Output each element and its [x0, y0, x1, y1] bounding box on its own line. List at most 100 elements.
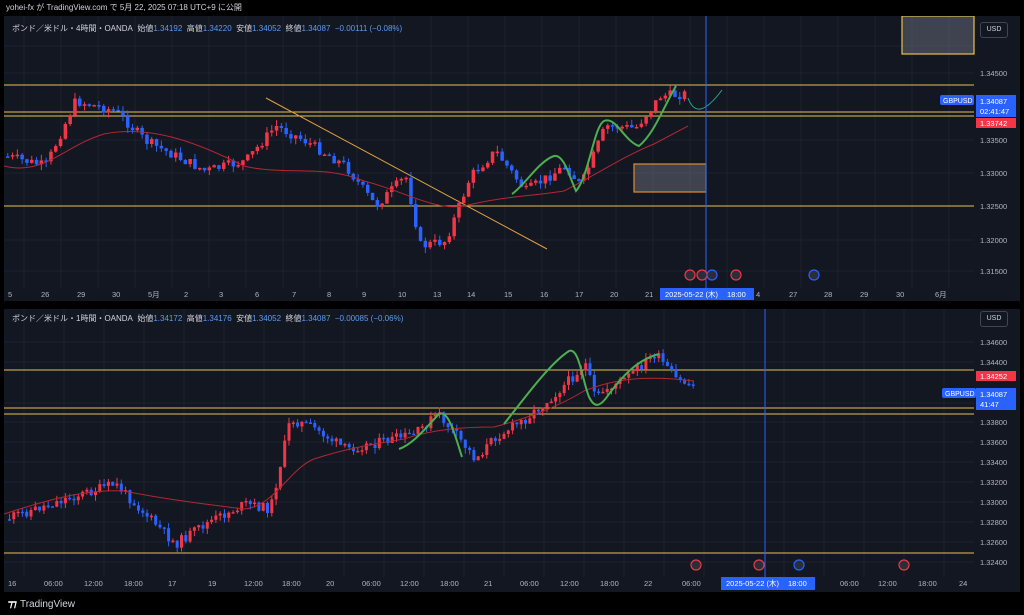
time-axis-label: 06:00	[362, 579, 381, 588]
candle-body	[218, 513, 222, 516]
candle-body	[605, 388, 609, 392]
candle-body	[572, 175, 576, 180]
time-axis-label: 06:00	[520, 579, 539, 588]
candle-body	[180, 535, 183, 548]
candle-body	[326, 436, 330, 439]
candle-body	[250, 151, 255, 155]
candle-body	[412, 433, 416, 436]
candle-body	[15, 154, 20, 157]
candle-body	[481, 455, 484, 457]
legend-symbol: ポンド／米ドル・1時間・OANDA	[12, 314, 133, 323]
candle-body	[94, 491, 97, 496]
footer: ⁊⁊ TradingView	[0, 594, 1024, 615]
time-axis-label: 17	[575, 290, 583, 299]
candle-body	[207, 167, 212, 171]
candle-body	[346, 162, 351, 174]
last-price: 1.34087	[980, 390, 1007, 399]
candle-body	[493, 438, 497, 441]
tradingview-logo-icon: ⁊⁊	[8, 599, 17, 610]
price-axis-label: 1.32400	[980, 558, 1007, 567]
candle-body	[164, 148, 168, 151]
time-axis-label: 2	[184, 290, 188, 299]
candle-body	[438, 239, 442, 246]
candle-body	[515, 422, 519, 425]
candle-body	[121, 110, 125, 116]
candle-body	[10, 155, 15, 157]
time-axis-label: 27	[789, 290, 797, 299]
time-axis-label: 5月	[148, 290, 160, 299]
time-axis-label: 9	[362, 290, 366, 299]
candle-body	[442, 242, 447, 246]
candle-body	[16, 511, 20, 514]
candle-body	[82, 104, 87, 106]
legend-high-label: 高値	[186, 24, 203, 33]
candle-body	[553, 173, 557, 181]
chart-4h-pane[interactable]: 1.34500 1.33500 1.33000 1.32500 1.32000 1.315…	[4, 16, 1020, 301]
pane-separator[interactable]	[0, 301, 1024, 309]
time-axis-label: 10	[398, 290, 406, 299]
legend-close: 1.34087	[301, 24, 331, 33]
legend-change: −0.00085 (−0.06%)	[334, 314, 404, 323]
candle-body	[327, 154, 332, 157]
candle-body	[154, 515, 158, 525]
candle-body	[33, 506, 37, 511]
candle-body	[500, 151, 504, 161]
candle-body	[571, 376, 575, 382]
chart-4h-canvas[interactable]: 1.34500 1.33500 1.33000 1.32500 1.32000 1.315…	[4, 16, 1020, 301]
candle-body	[597, 391, 601, 393]
candle-body	[214, 515, 218, 520]
candle-body	[205, 522, 209, 529]
candle-body	[227, 512, 231, 518]
time-axis-label: 26	[41, 290, 49, 299]
candle-body	[25, 159, 29, 163]
candle-body	[235, 510, 239, 513]
candle-body	[111, 109, 116, 111]
currency-button[interactable]: USD	[980, 311, 1008, 327]
candle-body	[51, 506, 54, 508]
us-flag-icon	[793, 559, 805, 571]
candle-body	[670, 366, 674, 370]
time-axis-label: 20	[326, 579, 334, 588]
time-axis-label: 30	[896, 290, 904, 299]
candle-body	[192, 527, 196, 531]
candle-body	[140, 127, 144, 135]
candle-body	[217, 165, 221, 169]
time-axis-label: 6	[255, 290, 259, 299]
time-axis-label: 4	[756, 290, 760, 299]
alert-price: 1.33742	[980, 119, 1007, 128]
cursor-time: 18:00	[788, 579, 807, 588]
candle-body	[270, 130, 274, 133]
candle-body	[111, 481, 115, 486]
candle-body	[519, 419, 523, 425]
candle-body	[68, 115, 72, 125]
price-axis-label: 1.33500	[980, 136, 1007, 145]
candle-body	[266, 502, 269, 514]
chart-1h-pane[interactable]: 1.346001.344001.340001.338001.336001.334…	[4, 309, 1020, 592]
candle-body	[334, 438, 338, 442]
candle-body	[154, 139, 159, 146]
candle-body	[423, 240, 428, 248]
candle-body	[596, 140, 600, 152]
candle-body	[150, 139, 154, 144]
candle-body	[606, 125, 610, 129]
candle-body	[313, 142, 317, 144]
candle-body	[506, 430, 510, 434]
candle-body	[283, 440, 287, 467]
candle-body	[668, 90, 672, 96]
candle-body	[644, 116, 648, 124]
zone-box	[633, 163, 707, 193]
currency-button[interactable]: USD	[980, 22, 1008, 38]
legend-close: 1.34087	[301, 314, 331, 323]
candle-body	[529, 182, 533, 186]
chart-1h-canvas[interactable]: 1.346001.344001.340001.338001.336001.334…	[4, 309, 1020, 592]
time-axis-label: 20	[610, 290, 618, 299]
candle-body	[317, 427, 321, 431]
candle-body	[548, 175, 552, 181]
candle-body	[339, 438, 343, 445]
candle-body	[554, 396, 558, 402]
price-axis-label: 1.33400	[980, 458, 1007, 467]
candle-body	[30, 159, 34, 163]
chart-4h-legend: ポンド／米ドル・4時間・OANDA 始値1.34192 高値1.34220 安値…	[12, 23, 402, 34]
countdown: 02:41:47	[980, 107, 1009, 116]
candle-body	[322, 154, 327, 157]
